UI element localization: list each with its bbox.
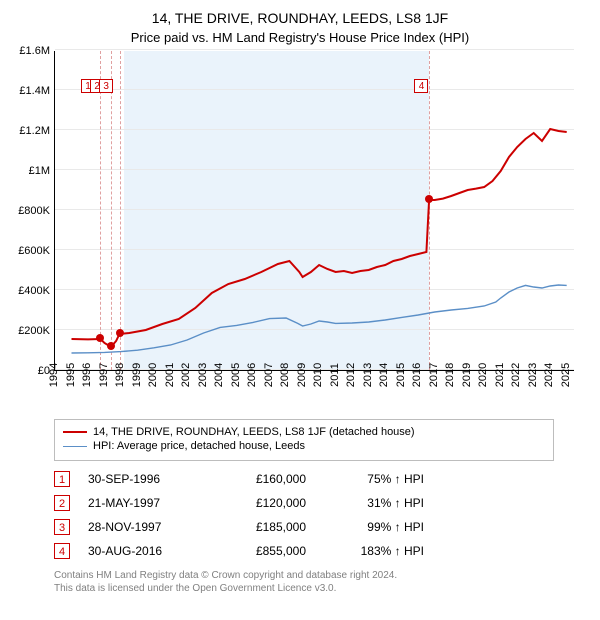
x-tick-label: 2000: [147, 363, 159, 387]
legend-label: HPI: Average price, detached house, Leed…: [93, 440, 305, 452]
x-tick-label: 2002: [180, 363, 192, 387]
legend-item: HPI: Average price, detached house, Leed…: [63, 440, 545, 452]
y-tick-label: £1.6M: [19, 45, 50, 57]
legend: 14, THE DRIVE, ROUNDHAY, LEEDS, LS8 1JF …: [54, 419, 554, 461]
x-tick-label: 2010: [312, 363, 324, 387]
legend-item: 14, THE DRIVE, ROUNDHAY, LEEDS, LS8 1JF …: [63, 426, 545, 438]
transaction-price: £855,000: [216, 544, 306, 558]
y-tick-label: £200K: [18, 325, 50, 337]
plot-area: 1234: [54, 51, 574, 371]
transactions-table: 1 30-SEP-1996 £160,000 75% ↑ HPI 2 21-MAY-199…: [54, 471, 592, 559]
footer-attribution: Contains HM Land Registry data © Crown c…: [54, 569, 592, 595]
y-tick-label: £1.4M: [19, 85, 50, 97]
y-tick-label: £1.2M: [19, 125, 50, 137]
chart-container: 14, THE DRIVE, ROUNDHAY, LEEDS, LS8 1JF …: [0, 0, 600, 603]
x-tick-label: 2003: [197, 363, 209, 387]
x-tick-label: 2020: [477, 363, 489, 387]
transaction-date: 30-SEP-1996: [88, 472, 198, 486]
transaction-dot: [107, 342, 115, 350]
y-tick-label: £400K: [18, 285, 50, 297]
x-tick-label: 2019: [461, 363, 473, 387]
x-tick-label: 1996: [81, 363, 93, 387]
legend-swatch: [63, 446, 87, 447]
x-tick-label: 2025: [560, 363, 572, 387]
y-tick-label: £800K: [18, 205, 50, 217]
x-tick-label: 1997: [98, 363, 110, 387]
transaction-row: 2 21-MAY-1997 £120,000 31% ↑ HPI: [54, 495, 592, 511]
x-tick-label: 2005: [230, 363, 242, 387]
chart-subtitle: Price paid vs. HM Land Registry's House …: [8, 30, 592, 45]
transaction-number-box: 2: [54, 495, 70, 511]
x-tick-label: 2016: [411, 363, 423, 387]
x-tick-label: 2009: [296, 363, 308, 387]
x-tick-label: 2018: [444, 363, 456, 387]
transaction-pct-vs-hpi: 183% ↑ HPI: [324, 544, 424, 558]
x-tick-label: 2007: [263, 363, 275, 387]
x-tick-label: 2024: [543, 363, 555, 387]
transaction-date: 28-NOV-1997: [88, 520, 198, 534]
series-hpi: [72, 285, 567, 353]
x-tick-label: 1995: [65, 363, 77, 387]
transaction-price: £185,000: [216, 520, 306, 534]
transaction-price: £120,000: [216, 496, 306, 510]
transaction-pct-vs-hpi: 31% ↑ HPI: [324, 496, 424, 510]
transaction-date: 30-AUG-2016: [88, 544, 198, 558]
transaction-number-box: 4: [54, 543, 70, 559]
legend-swatch: [63, 431, 87, 433]
x-tick-label: 2006: [246, 363, 258, 387]
y-axis: £0£200K£400K£600K£800K£1M£1.2M£1.4M£1.6M: [8, 51, 54, 371]
transaction-row: 3 28-NOV-1997 £185,000 99% ↑ HPI: [54, 519, 592, 535]
transaction-dot: [425, 195, 433, 203]
x-tick-label: 2004: [213, 363, 225, 387]
x-tick-label: 2014: [378, 363, 390, 387]
y-tick-label: £1M: [29, 165, 50, 177]
x-tick-label: 2023: [527, 363, 539, 387]
transaction-row: 4 30-AUG-2016 £855,000 183% ↑ HPI: [54, 543, 592, 559]
x-tick-label: 2008: [279, 363, 291, 387]
x-tick-label: 2015: [395, 363, 407, 387]
line-layer: [55, 51, 574, 370]
series-property: [72, 129, 567, 347]
x-tick-label: 2013: [362, 363, 374, 387]
x-tick-label: 2017: [428, 363, 440, 387]
footer-line-2: This data is licensed under the Open Gov…: [54, 582, 592, 595]
y-tick-label: £600K: [18, 245, 50, 257]
x-tick-label: 1999: [131, 363, 143, 387]
legend-label: 14, THE DRIVE, ROUNDHAY, LEEDS, LS8 1JF …: [93, 426, 415, 438]
transaction-number-box: 3: [54, 519, 70, 535]
transaction-pct-vs-hpi: 99% ↑ HPI: [324, 520, 424, 534]
transaction-price: £160,000: [216, 472, 306, 486]
x-tick-label: 2012: [345, 363, 357, 387]
x-tick-label: 2001: [164, 363, 176, 387]
x-tick-label: 1994: [48, 363, 60, 387]
x-tick-label: 1998: [114, 363, 126, 387]
marker-box-4: 4: [414, 79, 428, 93]
transaction-number-box: 1: [54, 471, 70, 487]
x-tick-label: 2022: [510, 363, 522, 387]
transaction-dot: [116, 329, 124, 337]
x-axis: 1994199519961997199819992000200120022003…: [54, 371, 574, 411]
transaction-pct-vs-hpi: 75% ↑ HPI: [324, 472, 424, 486]
marker-box-3: 3: [99, 79, 113, 93]
x-tick-label: 2021: [494, 363, 506, 387]
transaction-date: 21-MAY-1997: [88, 496, 198, 510]
transaction-dot: [96, 334, 104, 342]
chart-title: 14, THE DRIVE, ROUNDHAY, LEEDS, LS8 1JF: [8, 10, 592, 26]
footer-line-1: Contains HM Land Registry data © Crown c…: [54, 569, 592, 582]
grid-line: [55, 49, 574, 50]
x-tick-label: 2011: [329, 363, 341, 387]
transaction-row: 1 30-SEP-1996 £160,000 75% ↑ HPI: [54, 471, 592, 487]
chart-area: £0£200K£400K£600K£800K£1M£1.2M£1.4M£1.6M…: [8, 51, 592, 371]
